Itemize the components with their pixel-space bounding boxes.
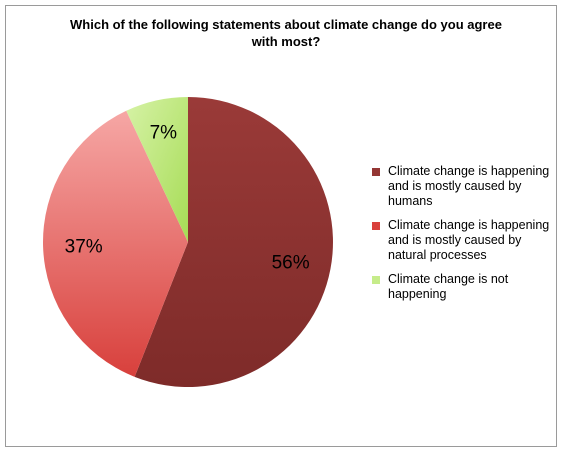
pie-slice-natural <box>42 110 189 377</box>
legend-swatch <box>372 276 380 284</box>
legend-swatch <box>372 168 380 176</box>
pie-slice-not-happening <box>126 97 188 242</box>
legend-label: Climate change is happening and is mostl… <box>388 164 550 208</box>
pie-slice-humans <box>134 97 333 388</box>
legend-item-humans: Climate change is happening and is mostl… <box>372 164 552 209</box>
slice-value-label: 56% <box>272 253 310 274</box>
slice-value-label: 7% <box>150 123 178 144</box>
legend-label: Climate change is not happening <box>388 272 509 301</box>
legend-item-not-happening: Climate change is not happening <box>372 272 552 302</box>
chart-title: Which of the following statements about … <box>70 17 502 49</box>
legend-swatch <box>372 222 380 230</box>
legend-item-natural: Climate change is happening and is mostl… <box>372 218 552 263</box>
legend: Climate change is happening and is mostl… <box>372 164 552 311</box>
slice-value-label: 37% <box>65 236 103 257</box>
legend-label: Climate change is happening and is mostl… <box>388 218 550 262</box>
